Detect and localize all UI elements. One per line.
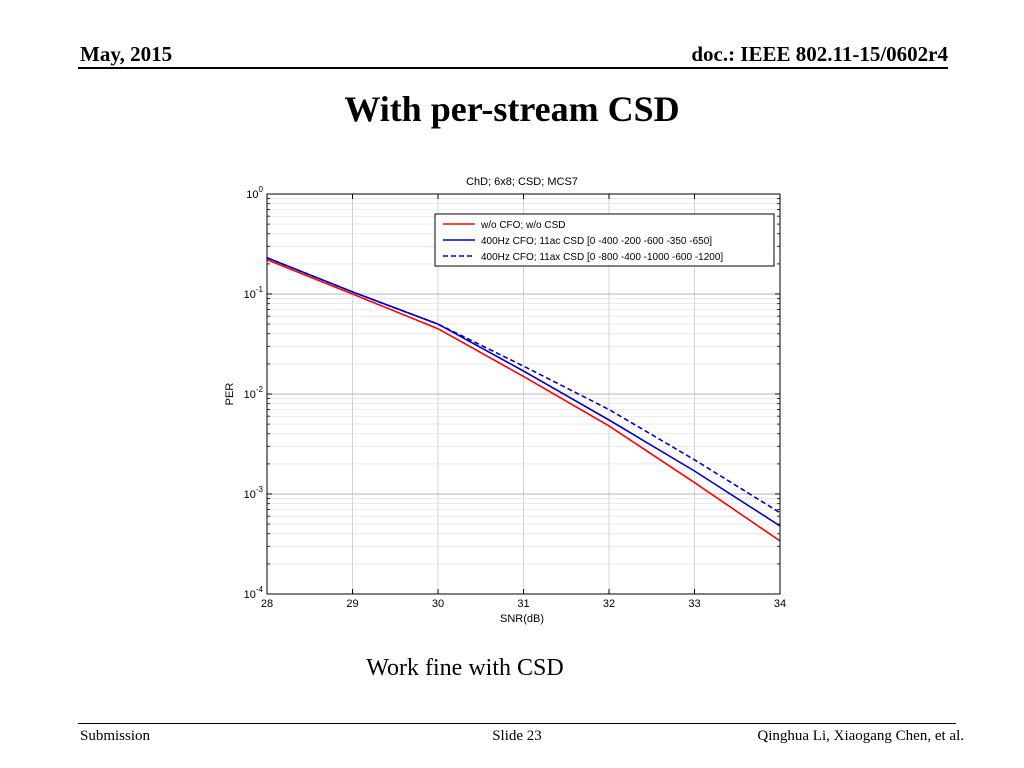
legend-box: [434, 213, 775, 267]
x-tick-label: 32: [603, 598, 615, 610]
y-tick-base: 10: [244, 589, 256, 601]
y-tick-label: 10-4: [244, 585, 264, 601]
legend-label: w/o CFO; w/o CSD: [480, 220, 565, 231]
y-tick-base: 10: [244, 289, 256, 301]
y-tick-exponent: -2: [256, 385, 264, 394]
x-tick-label: 28: [261, 598, 273, 610]
y-tick-label: 10-3: [244, 485, 264, 501]
slide-title: With per-stream CSD: [344, 89, 680, 129]
y-tick-label: 10-2: [244, 385, 264, 401]
y-tick-label: 10-1: [244, 285, 264, 301]
x-axis-label: SNR(dB): [500, 613, 544, 625]
x-tick-label: 30: [432, 598, 444, 610]
x-tick-label: 31: [517, 598, 529, 610]
x-tick-label: 34: [774, 598, 786, 610]
y-tick-exponent: 0: [259, 185, 264, 194]
y-tick-base: 10: [244, 489, 256, 501]
legend: w/o CFO; w/o CSD 400Hz CFO; 11ac CSD [0 -…: [434, 213, 775, 267]
header-rule: [78, 67, 948, 69]
slide-caption: Work fine with CSD: [366, 655, 564, 681]
y-tick-exponent: -1: [256, 285, 264, 294]
header-doc-id: doc.: IEEE 802.11-15/0602r4: [691, 42, 948, 66]
series-layer: [266, 257, 781, 542]
y-tick-label: 100: [246, 185, 263, 201]
y-tick-exponent: -4: [256, 585, 264, 594]
x-tick-label: 33: [688, 598, 700, 610]
x-tick-label: 29: [346, 598, 358, 610]
chart-title: ChD; 6x8; CSD; MCS7: [466, 176, 578, 188]
footer-rule: [78, 723, 956, 724]
y-tick-base: 10: [246, 189, 258, 201]
legend-label: 400Hz CFO; 11ac CSD [0 -400 -200 -600 -3…: [481, 236, 712, 247]
series-line-3: [266, 257, 781, 514]
header-date: May, 2015: [80, 42, 173, 66]
y-tick-base: 10: [244, 389, 256, 401]
y-axis-label: PER: [224, 383, 236, 406]
y-tick-exponent: -3: [256, 485, 264, 494]
footer-authors: Qinghua Li, Xiaogang Chen, et al.: [757, 728, 964, 744]
legend-label: 400Hz CFO; 11ax CSD [0 -800 -400 -1000 -…: [481, 252, 723, 263]
footer-slide-number: Slide 23: [492, 728, 542, 744]
footer-submission: Submission: [80, 728, 151, 744]
